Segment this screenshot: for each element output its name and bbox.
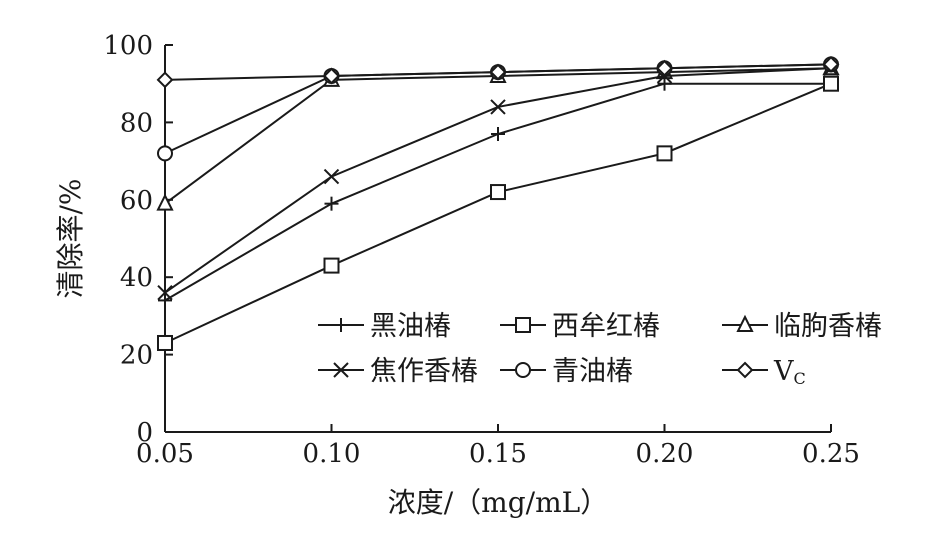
series-line	[164, 67, 832, 294]
x-tick-label: 0.20	[636, 439, 694, 469]
y-axis-title: 清除率/%	[54, 178, 87, 298]
data-point-x	[157, 284, 173, 301]
data-point-diamond	[489, 63, 507, 81]
x-axis-title: 浓度/（mg/mL）	[388, 486, 609, 519]
axes: 0 20 40 60 80 100 0.05 0.10 0.15 0.20 0.25 浓度/（mg/m…	[54, 31, 860, 519]
series-line	[164, 82, 832, 344]
y-tick-label: 80	[120, 108, 153, 138]
legend-marker-triangle	[736, 314, 754, 332]
legend-label-subscript: C	[794, 369, 806, 388]
legend-marker-circle	[515, 362, 531, 378]
data-point-diamond	[656, 59, 673, 77]
x-tick-label: 0.05	[136, 439, 194, 469]
y-tick-label: 20	[120, 341, 153, 371]
series-6	[156, 55, 840, 89]
x-tick-label: 0.25	[802, 439, 860, 469]
data-point-square	[656, 145, 673, 162]
data-point-plus	[158, 293, 172, 308]
legend-item: 临朐香椿	[722, 311, 882, 342]
data-point-diamond	[822, 55, 840, 73]
y-tick-label: 60	[120, 186, 153, 216]
x-tick-label: 0.15	[469, 439, 527, 469]
legend-label: 青油椿	[552, 356, 633, 387]
legend-label: 黑油椿	[370, 311, 451, 342]
data-point-square	[490, 184, 506, 201]
data-point-circle	[157, 145, 173, 162]
data-point-square	[157, 334, 173, 351]
legend-item: VC	[722, 356, 806, 388]
y-tick-label: 100	[103, 31, 153, 61]
legend-item: 青油椿	[500, 356, 633, 387]
data-point-square	[823, 75, 839, 92]
series-4	[157, 60, 839, 301]
data-point-plus	[491, 127, 505, 142]
data-point-diamond	[156, 71, 174, 89]
legend-label: 焦作香椿	[370, 356, 478, 387]
legend-marker-plus	[334, 318, 348, 332]
data-point-plus	[324, 196, 339, 211]
legend-label: 临朐香椿	[774, 311, 882, 342]
legend-item: 焦作香椿	[318, 356, 478, 387]
series-2	[157, 75, 839, 351]
legend-marker-square	[515, 317, 531, 333]
y-tick-label: 40	[120, 263, 153, 293]
legend-marker-x	[333, 362, 349, 378]
legend-item: 西牟红椿	[500, 311, 660, 342]
x-tick-label: 0.10	[303, 439, 361, 469]
legend-label: VC	[773, 356, 806, 388]
legend-marker-diamond	[736, 361, 754, 379]
y-tick-label: 0	[136, 418, 153, 448]
legend-item: 黑油椿	[318, 311, 451, 342]
series-layer	[156, 55, 840, 351]
data-point-x	[323, 168, 340, 185]
legend-label: 西牟红椿	[552, 311, 660, 342]
data-point-square	[323, 257, 340, 274]
data-point-x	[490, 99, 506, 115]
data-point-diamond	[323, 67, 340, 85]
data-point-triangle	[156, 193, 174, 211]
